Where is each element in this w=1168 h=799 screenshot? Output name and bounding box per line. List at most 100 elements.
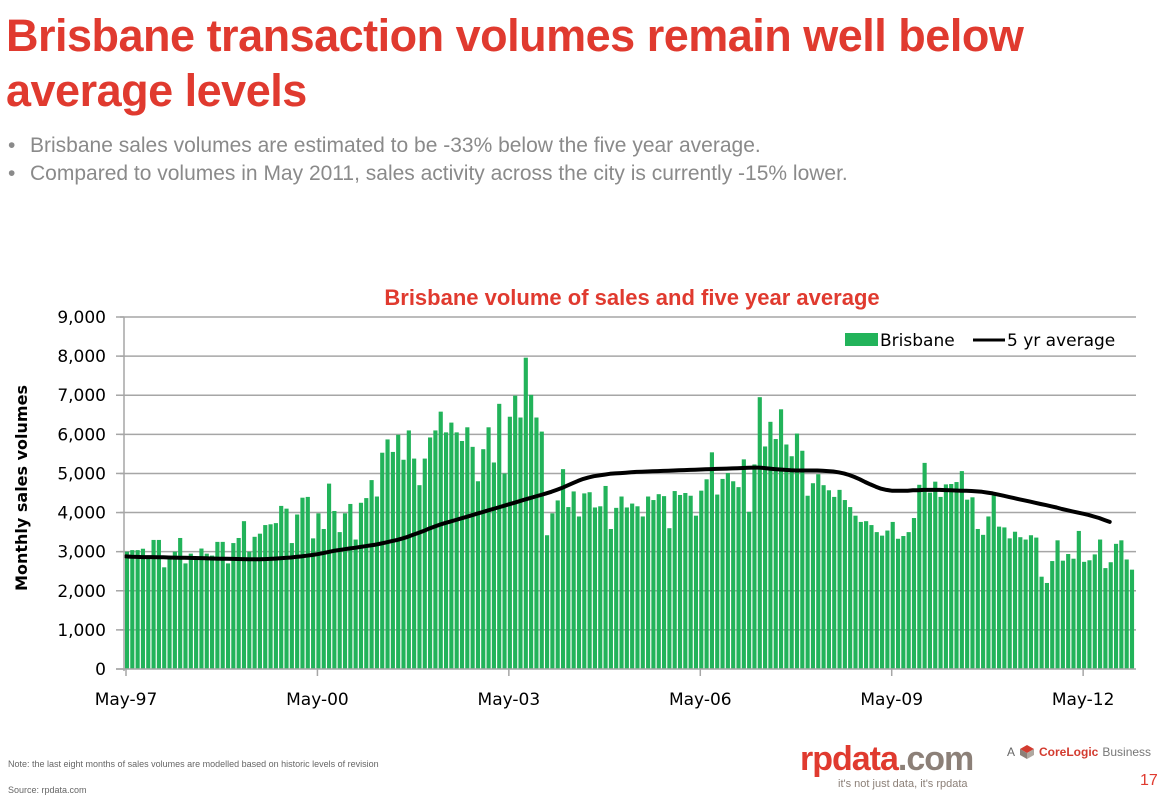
bar-brisbane: [443, 432, 449, 669]
rpdata-logo: rpdata.com: [800, 741, 974, 777]
bar-brisbane: [853, 515, 858, 669]
bar-brisbane: [204, 553, 209, 669]
bar-brisbane: [677, 494, 683, 669]
bar-brisbane: [178, 537, 183, 669]
bar-brisbane: [965, 499, 970, 669]
bar-brisbane: [635, 506, 640, 669]
y-tick-label: 9,000: [57, 308, 106, 328]
bar-brisbane: [715, 494, 720, 669]
bar-brisbane: [289, 543, 294, 669]
bar-brisbane: [422, 458, 427, 669]
bar-brisbane: [263, 525, 268, 669]
bar-brisbane: [880, 535, 885, 669]
bar-brisbane: [874, 532, 879, 669]
bar-brisbane: [1066, 554, 1071, 669]
bar-brisbane: [1018, 537, 1023, 669]
y-tick-label: 2,000: [57, 582, 106, 602]
x-tick-label: May-03: [478, 690, 541, 710]
bar-brisbane: [401, 459, 406, 669]
y-axis-title: Monthly sales volumes: [12, 385, 31, 591]
bar-brisbane: [816, 474, 821, 669]
bar-brisbane: [810, 483, 816, 669]
bar-brisbane: [709, 452, 714, 669]
bullet-item: Brisbane sales volumes are estimated to …: [8, 132, 848, 160]
bar-brisbane: [412, 458, 417, 669]
bar-brisbane: [1082, 561, 1087, 669]
source-note: Source: rpdata.com: [8, 785, 87, 795]
bar-brisbane: [954, 482, 959, 669]
bar-brisbane: [858, 521, 863, 669]
bar-brisbane: [848, 507, 853, 669]
bar-brisbane: [646, 496, 651, 669]
bar-brisbane: [385, 439, 390, 669]
bar-brisbane: [736, 487, 741, 669]
bar-brisbane: [279, 505, 284, 669]
y-tick-label: 8,000: [57, 347, 106, 367]
legend-label-brisbane: Brisbane: [880, 331, 955, 351]
bar-brisbane: [156, 539, 161, 669]
bar-brisbane: [273, 523, 278, 669]
bar-brisbane: [747, 511, 752, 669]
bar-brisbane: [295, 514, 300, 669]
bar-brisbane: [1028, 535, 1034, 669]
bar-brisbane: [1002, 527, 1007, 669]
bar-brisbane: [1124, 559, 1129, 669]
bar-brisbane: [545, 535, 550, 669]
bar-brisbane: [172, 551, 177, 669]
y-tick-label: 4,000: [57, 504, 106, 524]
bar-brisbane: [486, 427, 491, 669]
bar-brisbane: [885, 530, 890, 669]
bar-brisbane: [475, 481, 481, 669]
bar-brisbane: [465, 427, 470, 669]
bar-brisbane: [417, 485, 422, 669]
bar-brisbane: [922, 462, 927, 669]
x-tick-label: May-00: [286, 690, 349, 710]
bar-brisbane: [231, 543, 236, 669]
bar-brisbane: [805, 495, 810, 669]
bar-brisbane: [321, 528, 326, 669]
corelogic-prefix: A: [1007, 745, 1016, 759]
bar-brisbane: [241, 521, 247, 669]
bar-brisbane: [656, 494, 661, 669]
bar-brisbane: [1012, 531, 1018, 669]
bar-series-brisbane: [124, 357, 1135, 669]
bar-brisbane: [959, 471, 964, 669]
bar-brisbane: [895, 538, 901, 669]
bar-brisbane: [449, 422, 454, 669]
bar-brisbane: [332, 510, 337, 669]
bar-brisbane: [534, 417, 539, 669]
bar-brisbane: [800, 450, 805, 669]
bar-brisbane: [571, 491, 576, 669]
bar-brisbane: [1113, 543, 1119, 669]
bar-brisbane: [316, 513, 321, 669]
bar-brisbane: [763, 446, 768, 669]
bar-brisbane: [135, 550, 140, 669]
bullet-item: Compared to volumes in May 2011, sales a…: [8, 160, 848, 188]
bar-brisbane: [938, 496, 943, 669]
bar-brisbane: [1007, 538, 1012, 669]
line-series-5yr-average: [124, 465, 1112, 562]
bar-brisbane: [396, 434, 401, 669]
bar-brisbane: [933, 481, 938, 669]
bar-brisbane: [1108, 562, 1113, 669]
bar-brisbane: [481, 449, 486, 669]
footnote: Note: the last eight months of sales vol…: [8, 759, 379, 769]
bar-brisbane: [741, 459, 746, 669]
bar-brisbane: [369, 480, 374, 669]
bar-brisbane: [337, 532, 342, 669]
corelogic-suffix: Business: [1102, 745, 1152, 759]
axes: [116, 316, 1136, 676]
bar-brisbane: [529, 394, 534, 669]
y-tick-label: 0: [95, 660, 106, 680]
bar-brisbane: [140, 548, 146, 669]
bar-brisbane: [257, 533, 263, 669]
bar-brisbane: [672, 491, 677, 669]
bar-brisbane: [560, 469, 566, 669]
bar-brisbane: [438, 411, 443, 669]
bar-brisbane: [247, 551, 252, 669]
bar-brisbane: [911, 518, 917, 669]
bar-brisbane: [507, 416, 512, 669]
bar-brisbane: [890, 521, 895, 669]
bar-brisbane: [592, 507, 598, 669]
bar-brisbane: [1087, 560, 1092, 669]
